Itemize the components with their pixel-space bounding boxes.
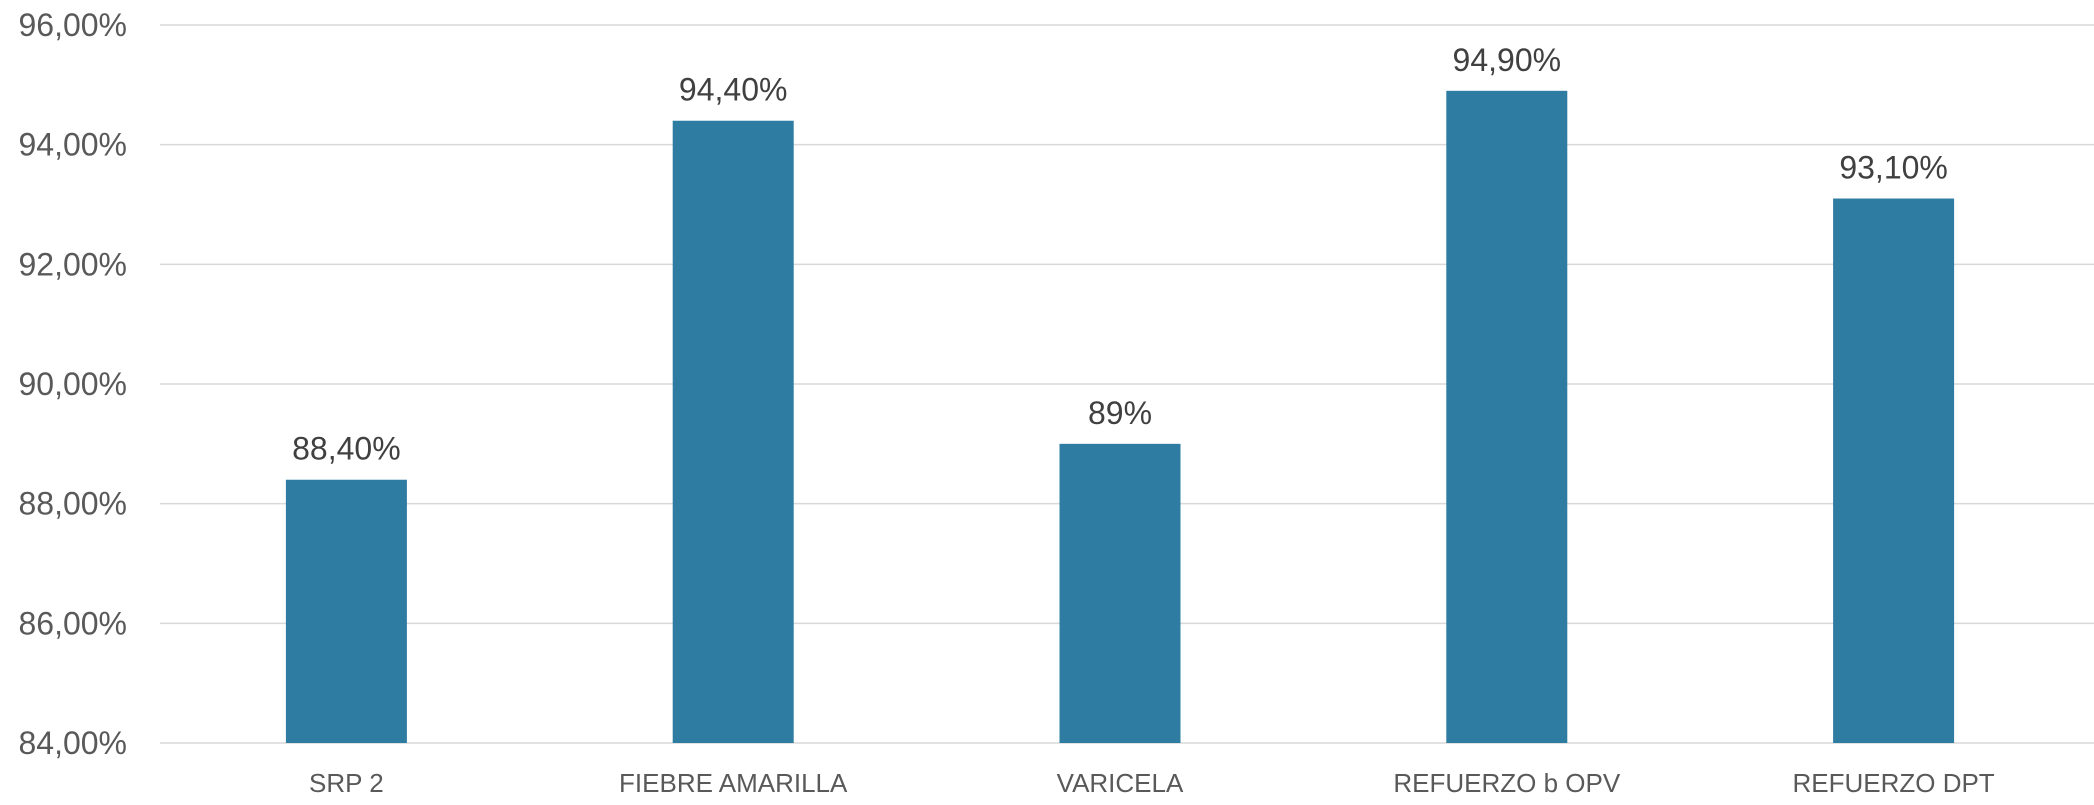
y-tick-label: 96,00% <box>18 7 127 43</box>
data-label: 94,40% <box>679 72 788 108</box>
x-tick-label: REFUERZO b OPV <box>1393 768 1620 798</box>
bar <box>1446 90 1568 744</box>
y-axis-tick-labels: 84,00% 86,00% 88,00% 90,00% 92,00% 94,00% 96,0… <box>18 7 127 761</box>
y-tick-label: 94,00% <box>18 127 127 163</box>
data-labels: 88,40% 94,40% 89% 94,90% 93,10% <box>292 42 1948 467</box>
bar <box>672 120 794 743</box>
data-label: 89% <box>1088 395 1152 431</box>
x-tick-label: VARICELA <box>1057 768 1184 798</box>
bar <box>1059 443 1181 743</box>
x-tick-label: REFUERZO DPT <box>1792 768 1994 798</box>
y-tick-label: 90,00% <box>18 366 127 402</box>
y-tick-label: 84,00% <box>18 725 127 761</box>
data-label: 94,90% <box>1453 42 1562 78</box>
y-tick-label: 88,00% <box>18 486 127 522</box>
data-label: 88,40% <box>292 431 401 467</box>
bar <box>1833 198 1955 743</box>
bars <box>285 90 1955 744</box>
data-label: 93,10% <box>1839 150 1948 186</box>
y-tick-label: 86,00% <box>18 605 127 641</box>
bar <box>285 479 407 743</box>
y-tick-label: 92,00% <box>18 246 127 282</box>
x-axis-tick-labels: SRP 2 FIEBRE AMARILLA VARICELA REFUERZO b O… <box>309 768 1995 798</box>
x-tick-label: FIEBRE AMARILLA <box>619 768 848 798</box>
x-tick-label: SRP 2 <box>309 768 384 798</box>
